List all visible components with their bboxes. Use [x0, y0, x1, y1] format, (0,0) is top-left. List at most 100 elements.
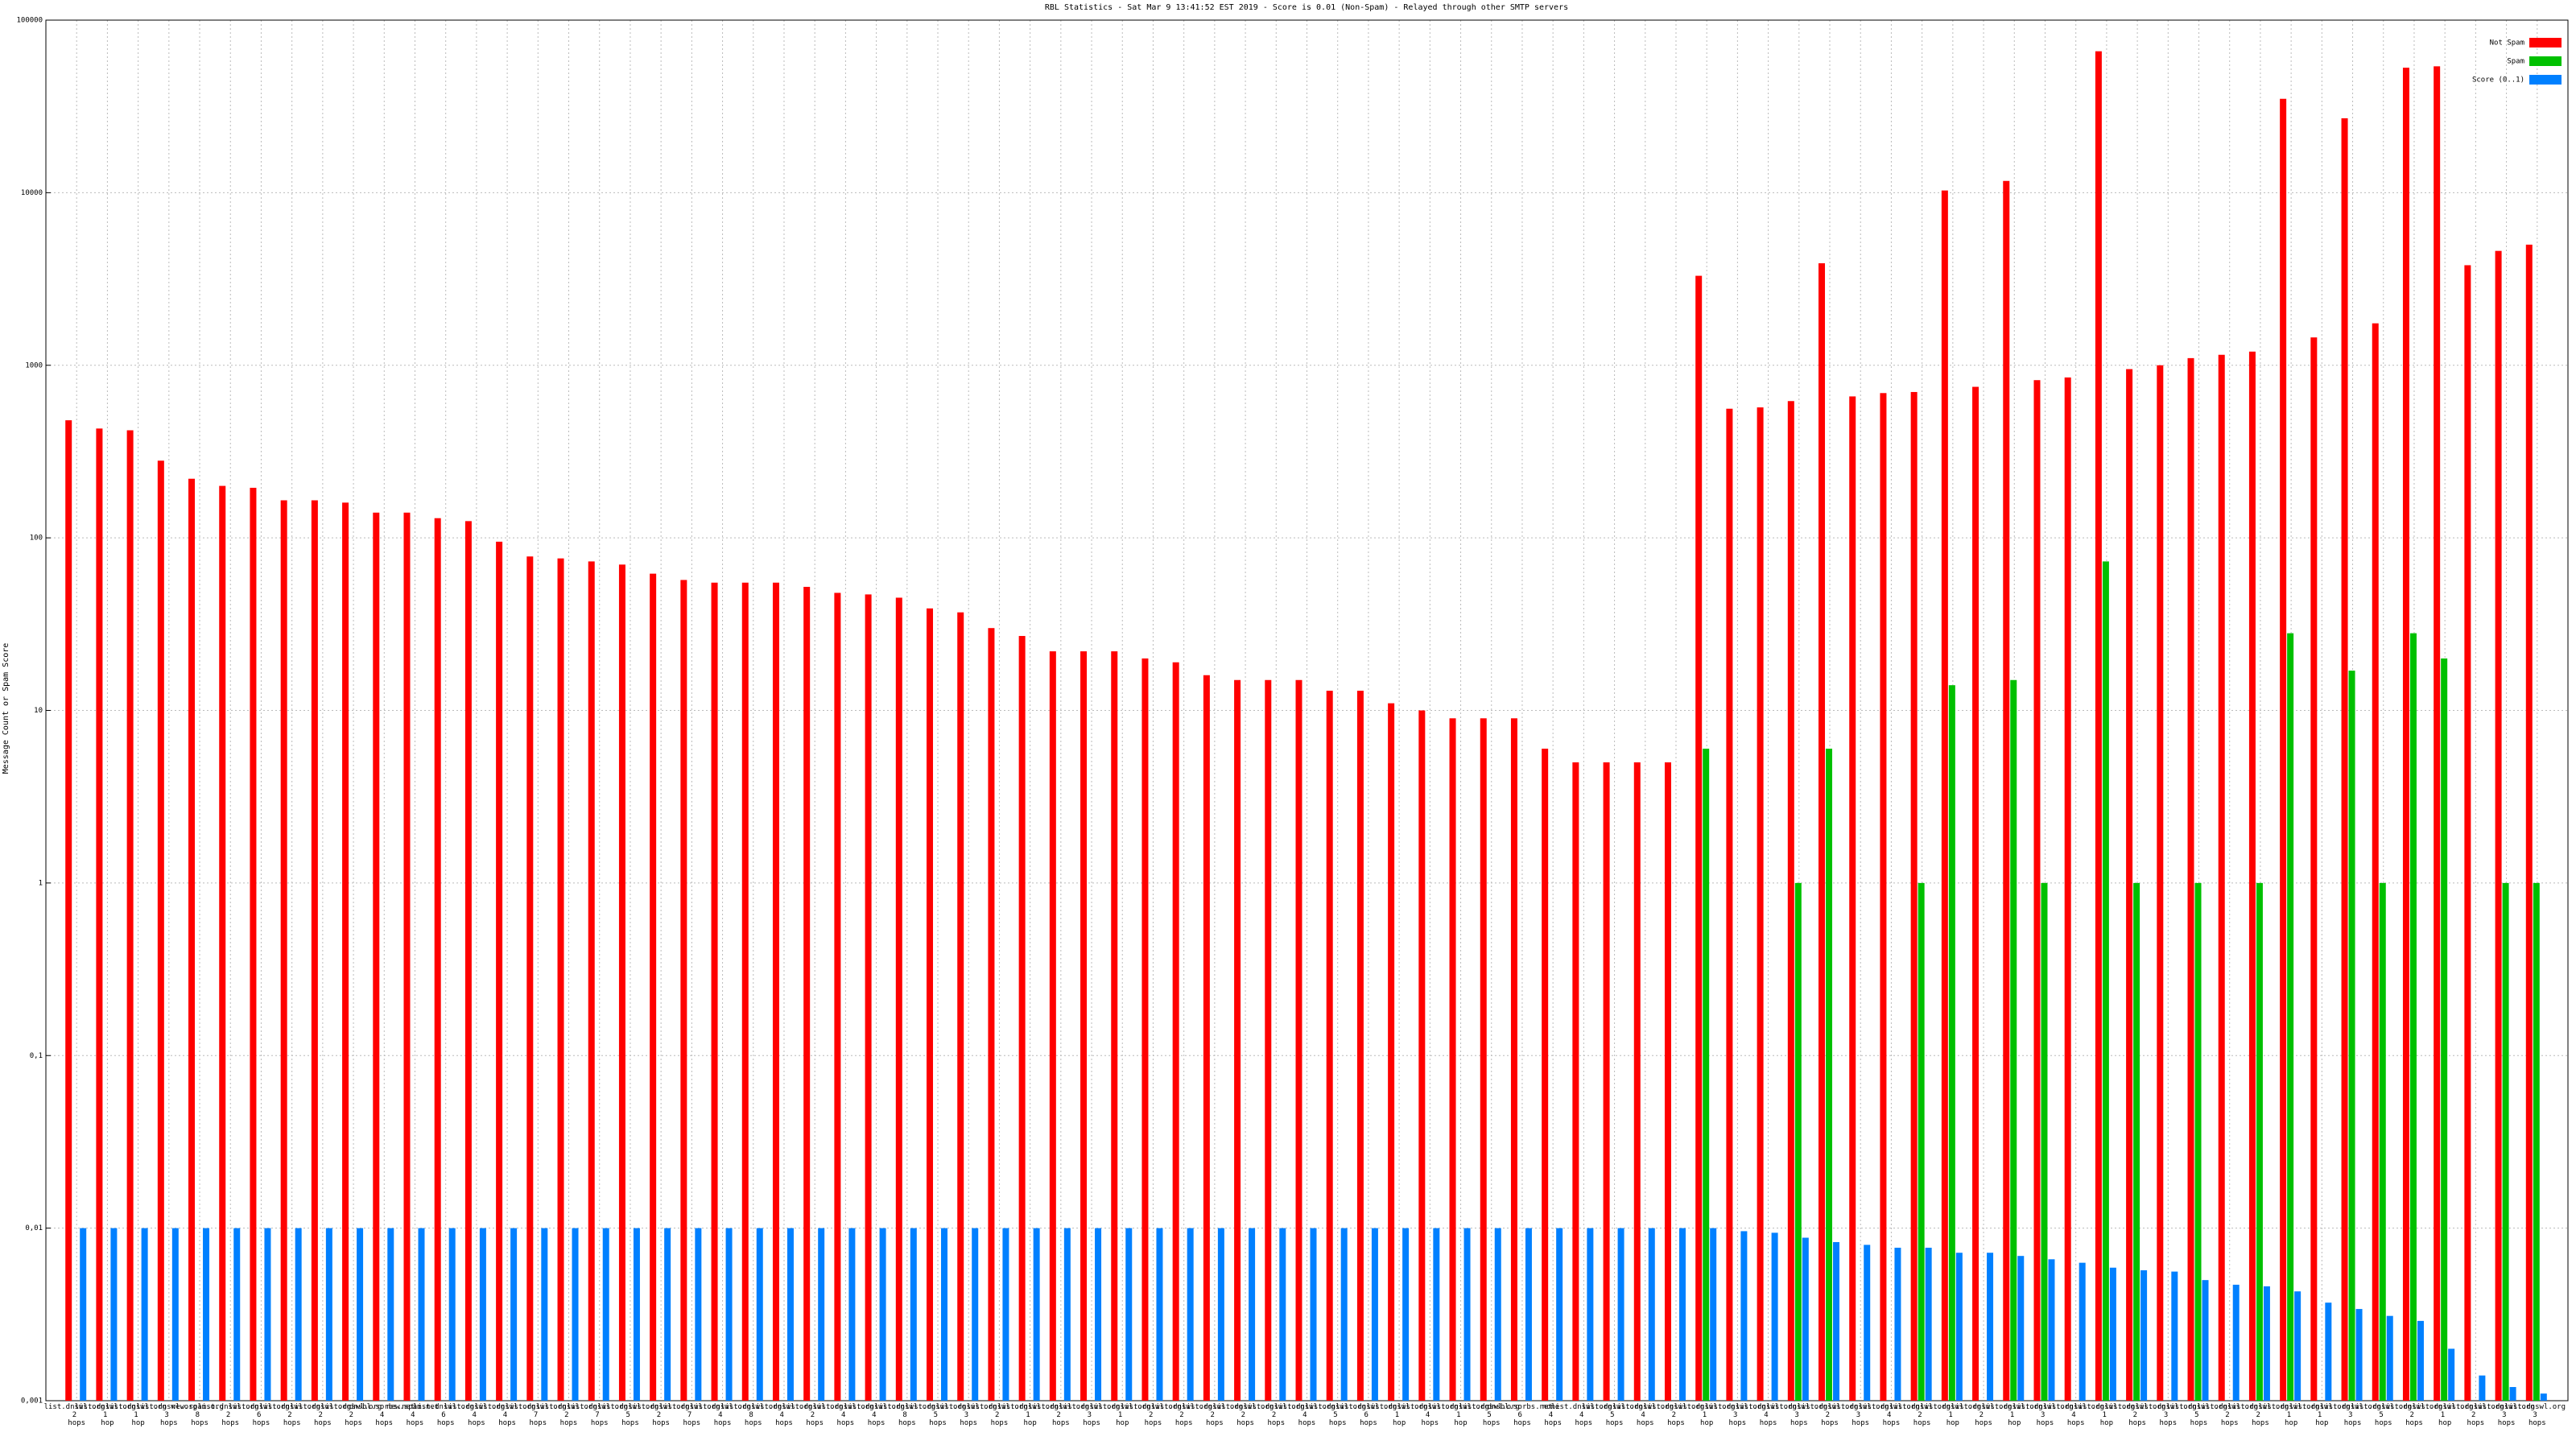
x-tick-label-line: 4	[2071, 1411, 2080, 1419]
x-tick-label-line: 4	[1579, 1411, 1588, 1419]
bar	[1388, 703, 1395, 1401]
bar	[1172, 662, 1179, 1401]
bar	[741, 582, 749, 1401]
x-tick-label-line: 2	[811, 1411, 819, 1419]
x-tick-label-line: 2	[287, 1411, 296, 1419]
bar	[957, 612, 964, 1401]
bar	[803, 587, 811, 1401]
x-tick-label: list.dnswl.org 2 hops	[1643, 1403, 1708, 1427]
bar	[2287, 633, 2294, 1401]
bar	[2095, 51, 2102, 1401]
x-tick-label-line: hops	[1975, 1419, 1992, 1427]
x-tick-label: list.dnswl.org 2 hops	[2227, 1403, 2293, 1427]
bar	[633, 1228, 640, 1401]
bar	[972, 1228, 979, 1401]
x-tick-label-line: 5	[1333, 1411, 1342, 1419]
x-tick-label-line: list.dnswl.org	[1151, 1403, 1216, 1411]
x-tick-label-line: hops	[652, 1419, 670, 1427]
x-tick-label-line: 3	[164, 1411, 173, 1419]
x-tick-label-line: hops	[1483, 1419, 1501, 1427]
bar	[2525, 244, 2533, 1401]
x-tick-label: list.dnswl.org 1 hop	[997, 1403, 1063, 1427]
x-tick-label-line: hops	[591, 1419, 609, 1427]
bar	[1757, 407, 1764, 1401]
bar	[1864, 1245, 1871, 1401]
x-tick-label-line: hops	[1544, 1419, 1562, 1427]
x-tick-label-line: hops	[806, 1419, 824, 1427]
x-tick-label-line: hop	[2100, 1419, 2113, 1427]
x-tick-label-line: list.dnswl.org	[198, 1403, 263, 1411]
x-tick-label-line: 2	[1056, 1411, 1065, 1419]
x-tick-label-line: list.dnswl.org	[1121, 1403, 1186, 1411]
x-tick-label-line: 2	[1179, 1411, 1188, 1419]
bar	[311, 500, 318, 1401]
x-tick-label: list.dnswl.org 2 hops	[1151, 1403, 1216, 1427]
bar	[1063, 1228, 1071, 1401]
x-tick-label: list.dnswl.org 5 hops	[1459, 1403, 1524, 1427]
x-tick-label-line: hops	[898, 1419, 916, 1427]
bar	[126, 430, 134, 1402]
x-tick-label-line: 2	[349, 1411, 358, 1419]
x-tick-label-line: 1	[134, 1411, 142, 1419]
x-tick-label-line: 5	[1610, 1411, 1619, 1419]
x-tick-label: list.dnswl.org 1 hop	[1674, 1403, 1740, 1427]
x-tick-label-line: list.dnswl.org	[844, 1403, 909, 1411]
bar	[1703, 749, 1710, 1401]
bar	[1340, 1228, 1348, 1401]
x-tick-label: list.dnswl.org 4 hops	[474, 1403, 539, 1427]
bar	[264, 1228, 271, 1401]
bar	[2372, 323, 2379, 1402]
x-tick-label-line: hops	[345, 1419, 362, 1427]
bar	[1310, 1228, 1317, 1401]
x-tick-label-line: list.dnswl.org	[2043, 1403, 2108, 1411]
x-tick-label-line: hops	[2159, 1419, 2177, 1427]
bar	[2157, 365, 2164, 1401]
x-tick-label-line: hop	[1454, 1419, 1467, 1427]
x-tick-label-line: hops	[960, 1419, 977, 1427]
x-tick-label-line: list.dnswl.org	[2351, 1403, 2416, 1411]
x-tick-label: list.dnswl.org 4 hops	[844, 1403, 909, 1427]
x-tick-label-line: 6	[257, 1411, 266, 1419]
x-tick-label-line: hop	[2438, 1419, 2451, 1427]
bar	[2441, 658, 2448, 1401]
x-tick-label-line: list.dnswl.org	[629, 1403, 694, 1411]
bar	[96, 428, 103, 1401]
bar	[357, 1228, 364, 1401]
bar	[2109, 1267, 2116, 1401]
bar	[1371, 1228, 1378, 1401]
x-tick-label-line: hops	[283, 1419, 301, 1427]
bar	[2355, 1309, 2363, 1401]
x-tick-label: list.dnswl.org 4 hops	[1274, 1403, 1340, 1427]
x-tick-label-line: hops	[745, 1419, 762, 1427]
x-tick-label-line: list.dnswl.org	[1674, 1403, 1740, 1411]
x-tick-label-line: 4	[872, 1411, 881, 1419]
x-tick-label-line: hops	[714, 1419, 732, 1427]
x-tick-label-line: hops	[2467, 1419, 2485, 1427]
y-tick-label: 1	[39, 879, 43, 887]
bar	[879, 1228, 886, 1401]
legend-swatch	[2529, 38, 2562, 47]
x-tick-label: list.dnswl.org 4 hops	[1736, 1403, 1801, 1427]
bar	[1402, 1228, 1410, 1401]
bar	[756, 1228, 763, 1401]
x-tick-label: list.dnswl.org 3 hops	[2013, 1403, 2078, 1427]
x-tick-label-line: list.dnswl.org	[1182, 1403, 1247, 1411]
x-tick-label-line: 4	[472, 1411, 481, 1419]
x-tick-label-line: list.dnswl.org	[44, 1403, 109, 1411]
x-tick-label: list.dnswl.org 3 hops	[1059, 1403, 1124, 1427]
bar	[680, 580, 687, 1401]
bar	[1433, 1228, 1440, 1401]
x-tick-label-line: hops	[1575, 1419, 1593, 1427]
bar	[2218, 354, 2225, 1401]
x-tick-label-line: hops	[1790, 1419, 1808, 1427]
x-tick-label-line: hops	[2498, 1419, 2516, 1427]
bar	[1095, 1228, 1102, 1401]
bar	[1726, 408, 1733, 1401]
bar	[1141, 658, 1149, 1401]
bar	[342, 502, 349, 1402]
x-tick-label-line: list.dnswl.org	[2474, 1403, 2539, 1411]
x-tick-label-line: hops	[2037, 1419, 2054, 1427]
bar	[171, 1228, 179, 1401]
x-tick-label-line: list.dnswl.org	[2227, 1403, 2293, 1411]
